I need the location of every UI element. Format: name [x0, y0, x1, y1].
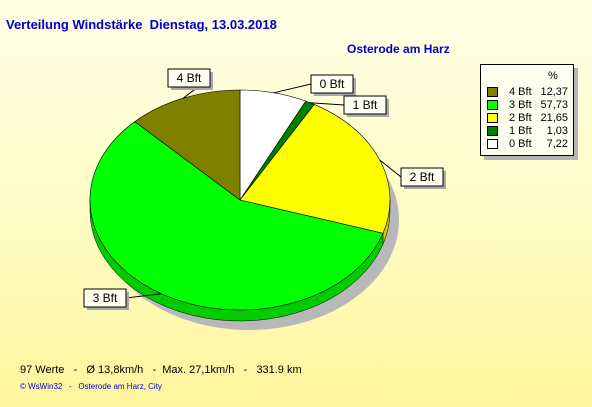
slice-label-0-bft: 0 Bft [320, 77, 345, 91]
legend-swatch [487, 126, 498, 136]
legend-swatch [487, 139, 498, 149]
legend-value: 7,22 [546, 138, 568, 150]
chart-title: Verteilung Windstärke Dienstag, 13.03.20… [6, 17, 277, 32]
legend-item-2-bft: 2 Bft 21,65 [487, 112, 571, 124]
legend-item-3-bft: 3 Bft 57,73 [487, 99, 571, 111]
legend-label: 2 Bft [509, 112, 532, 124]
slice-4-bft [134, 89, 241, 201]
slice-label-box-4-bft [167, 68, 211, 88]
chart-subtitle: Osterode am Harz [347, 42, 450, 56]
legend: % 4 Bft 12,37 3 Bft 57,73 2 Bft 21,65 1 Bft 1,0… [480, 64, 574, 156]
slice-label-box-3-bft [83, 288, 127, 308]
legend-swatch [487, 87, 498, 97]
legend-value: 57,73 [540, 99, 568, 111]
legend-value: 12,37 [540, 86, 568, 98]
slice-labels: 0 Bft 1 Bft 2 Bft 3 Bft 4 Bft [83, 68, 446, 310]
legend-value: 1,03 [546, 125, 568, 137]
leader-line-0-bft [273, 83, 312, 94]
legend-unit: % [548, 70, 558, 82]
legend-item-4-bft: 4 Bft 12,37 [487, 86, 571, 98]
slice-label-3-bft: 3 Bft [93, 291, 118, 305]
leader-line-3-bft [125, 293, 162, 299]
slice-label-1-bft: 1 Bft [353, 98, 378, 112]
legend-label: 3 Bft [509, 99, 532, 111]
footer-stats: 97 Werte - Ø 13,8km/h - Max. 27,1km/h - … [20, 364, 302, 376]
legend-swatch [487, 113, 498, 123]
slice-label-box-2-bft [400, 167, 444, 187]
slice-label-4-bft: 4 Bft [177, 71, 202, 85]
legend-swatch [487, 100, 498, 110]
leader-line-1-bft [310, 102, 345, 106]
slice-label-box-1-bft [343, 95, 387, 115]
legend-item-1-bft: 1 Bft 1,03 [487, 125, 571, 137]
legend-label: 0 Bft [509, 138, 532, 150]
leader-line-2-bft [379, 159, 402, 178]
legend-value: 21,65 [540, 112, 568, 124]
legend-label: 4 Bft [509, 86, 532, 98]
legend-item-0-bft: 0 Bft 7,22 [487, 138, 571, 150]
slice-label-2-bft: 2 Bft [410, 170, 435, 184]
pie-layer [89, 89, 399, 330]
footer-credit: © WsWin32 - Osterode am Harz, City [20, 382, 162, 391]
slice-label-box-0-bft [310, 74, 354, 94]
legend-label: 1 Bft [509, 125, 532, 137]
